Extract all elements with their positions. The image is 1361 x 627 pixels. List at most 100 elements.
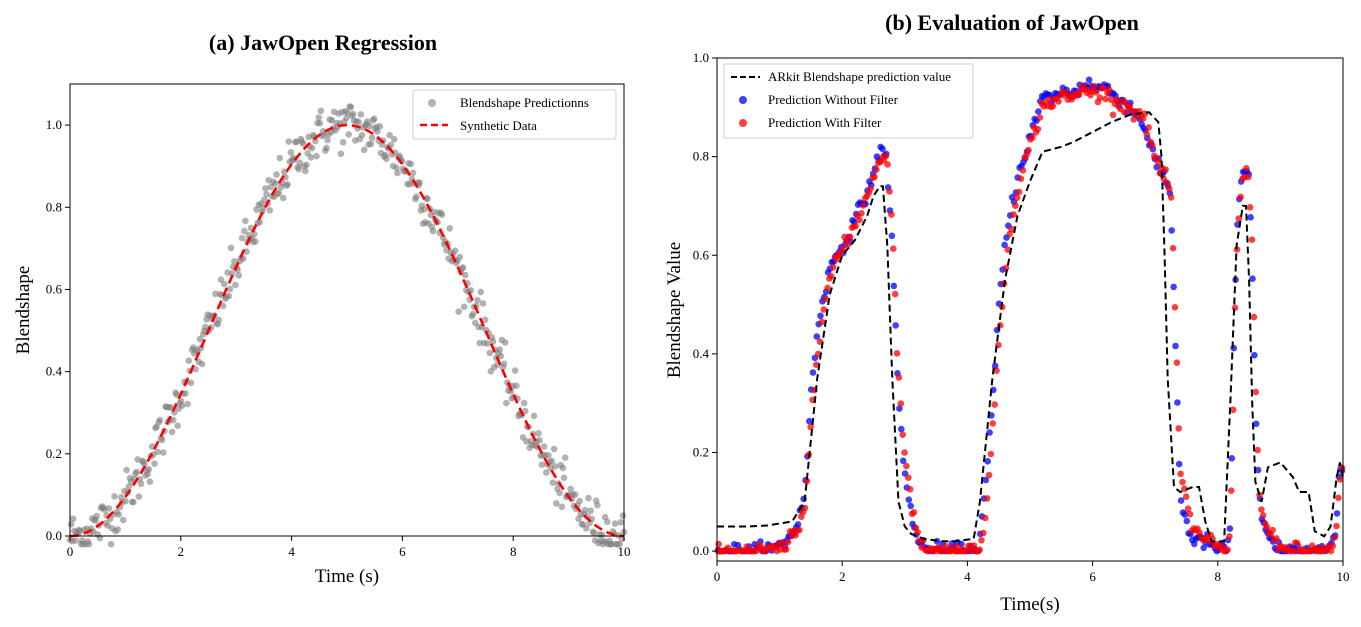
- chart-a-scatter-point: [409, 169, 417, 177]
- chart-b-with-filter-point: [801, 504, 809, 512]
- chart-a-xtick-label: 6: [399, 544, 406, 559]
- chart-a-title: (a) JawOpen Regression: [209, 30, 437, 55]
- chart-b-xtick-label: 4: [964, 569, 971, 584]
- chart-b-with-filter-point: [1258, 506, 1265, 513]
- chart-a-scatter-point: [160, 449, 167, 456]
- chart-a-scatter-point: [461, 271, 469, 279]
- chart-b-arkit-line: [717, 111, 1344, 543]
- chart-b-with-filter-point: [1010, 211, 1017, 218]
- chart-a-scatter-point: [489, 338, 497, 345]
- chart-b-with-filter-point: [976, 546, 983, 553]
- chart-a-scatter-point: [146, 478, 154, 486]
- chart-a-scatter-point: [145, 466, 153, 473]
- chart-b-xtick-label: 0: [714, 569, 721, 584]
- legend-entry-with-filter: Prediction With Filter: [768, 115, 882, 130]
- chart-b-with-filter-point: [752, 547, 760, 555]
- chart-b-with-filter-point: [1244, 173, 1252, 181]
- chart-b-legend: ARkit Blendshape prediction value Predic…: [723, 63, 974, 139]
- chart-a-scatter-point: [272, 180, 279, 187]
- chart-b-without-filter-point: [1085, 76, 1093, 84]
- chart-a-scatter-point: [594, 501, 601, 509]
- chart-a-scatter-point: [540, 443, 548, 450]
- chart-a-scatter-point: [559, 464, 567, 472]
- chart-b-ytick-label: 0.6: [693, 247, 710, 262]
- chart-b-with-filter-point: [884, 161, 891, 168]
- chart-a-scatter-point: [383, 155, 390, 163]
- chart-a-scatter-point: [130, 498, 137, 506]
- chart-a-scatter-point: [347, 103, 355, 111]
- chart-a-scatter-point: [538, 461, 546, 469]
- chart-a-scatter-point: [520, 399, 528, 407]
- chart-a-scatter-point: [469, 310, 477, 318]
- chart-b-with-filter-point: [792, 532, 799, 539]
- chart-a-scatter-point: [111, 493, 118, 500]
- chart-b-with-filter-point: [1269, 526, 1276, 534]
- chart-b-with-filter-point: [1336, 476, 1344, 483]
- chart-b-with-filter-point: [882, 152, 890, 160]
- chart-a-scatter-point: [550, 445, 558, 453]
- chart-b-with-filter-point: [1055, 98, 1062, 105]
- chart-b-without-filter-point: [1228, 455, 1236, 462]
- chart-a-scatter-point: [256, 218, 264, 226]
- chart-a-scatter-point: [558, 503, 566, 511]
- chart-b-with-filter-point: [782, 546, 790, 553]
- chart-b-without-filter-point: [1001, 241, 1008, 249]
- chart-b-with-filter-point: [897, 400, 905, 407]
- chart-b-with-filter-point: [1143, 130, 1151, 138]
- chart-a-ytick-label: 0.8: [46, 199, 62, 214]
- chart-b-with-filter-point: [844, 241, 852, 248]
- chart-b-with-filter-point: [846, 233, 854, 241]
- chart-b-without-filter-point: [898, 425, 905, 433]
- chart-a-scatter-point: [503, 399, 510, 407]
- chart-b-with-filter-point: [1012, 202, 1019, 209]
- chart-a-xlabel: Time (s): [315, 566, 379, 587]
- chart-b-ytick-label: 1.0: [693, 50, 709, 65]
- legend-red-marker-icon: [739, 119, 747, 127]
- chart-b-without-filter-point: [817, 312, 824, 320]
- chart-b-with-filter-point: [1248, 236, 1256, 243]
- chart-a-scatter-point: [151, 460, 158, 468]
- chart-a-scatter-point: [135, 493, 143, 500]
- chart-a-scatter-point: [85, 540, 93, 548]
- chart-b-with-filter-point: [824, 284, 831, 292]
- chart-a-scatter-point: [174, 422, 181, 430]
- chart-b-with-filter-point: [873, 166, 880, 173]
- chart-b-with-filter-point: [818, 318, 826, 326]
- chart-a-scatter-point: [553, 500, 560, 507]
- chart-a-scatter-point: [416, 179, 424, 186]
- chart-a-scatter-point: [390, 136, 398, 143]
- chart-b-with-filter-point: [1164, 179, 1171, 187]
- chart-b-with-filter-point: [1179, 478, 1186, 486]
- chart-b-with-filter-point: [1335, 494, 1342, 502]
- chart-a-scatter-point: [324, 136, 331, 144]
- chart-b-with-filter-point: [1254, 446, 1261, 454]
- chart-a-scatter-point: [513, 382, 520, 390]
- chart-b-with-filter-point: [1243, 165, 1250, 172]
- chart-a-xtick-label: 0: [67, 544, 74, 559]
- chart-a-scatter-point: [343, 114, 350, 122]
- chart-b-with-filter-point: [820, 306, 828, 313]
- chart-b-with-filter-point: [1102, 95, 1109, 103]
- chart-a-scatter-point: [141, 460, 148, 468]
- chart-b-without-filter-point: [1254, 466, 1262, 474]
- chart-b-with-filter-point: [910, 509, 918, 516]
- chart-a-scatter-point: [560, 474, 568, 482]
- chart-b-with-filter-point: [1034, 125, 1042, 133]
- chart-b-with-filter-point: [1166, 185, 1173, 193]
- chart-a-scatter-point: [345, 131, 353, 138]
- chart-a-scatter-point: [273, 171, 280, 178]
- chart-a-scatter-point: [302, 167, 309, 175]
- chart-b-with-filter-point: [905, 474, 912, 482]
- chart-a-scatter-point: [266, 207, 274, 214]
- chart-a-scatter-point: [355, 118, 363, 126]
- chart-b-with-filter-point: [1327, 547, 1335, 555]
- chart-b-with-filter-point: [839, 245, 846, 252]
- chart-b-with-filter-point: [980, 529, 987, 537]
- chart-a-scatter-point: [184, 400, 191, 408]
- chart-b-with-filter-point: [784, 538, 792, 546]
- chart-a-scatter-point: [284, 181, 291, 188]
- chart-a-scatter-point: [187, 379, 195, 387]
- chart-b-with-filter-point: [1331, 534, 1338, 541]
- chart-b-with-filter-point: [1162, 166, 1169, 173]
